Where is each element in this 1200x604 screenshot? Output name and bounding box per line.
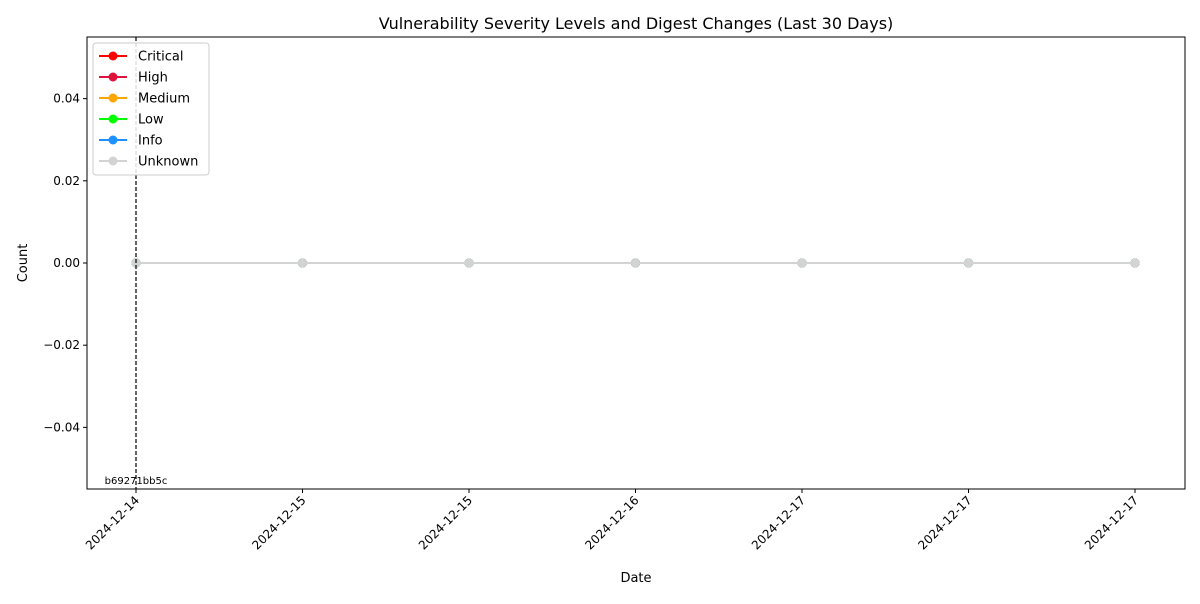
plot-area: b69271bb5c	[105, 37, 1140, 489]
data-point-unknown-3	[631, 258, 640, 268]
legend-label-high: High	[138, 71, 168, 86]
legend-label-medium: Medium	[138, 92, 190, 107]
y-tick-label-1: −0.02	[43, 338, 80, 352]
digest-change-label-0: b69271bb5c	[105, 476, 168, 487]
y-tick-label-0: −0.04	[43, 420, 80, 434]
legend-marker-critical	[108, 51, 118, 61]
x-tick-label-1: 2024-12-15	[249, 493, 308, 552]
x-tick-label-6: 2024-12-17	[1082, 493, 1141, 552]
x-axis-label: Date	[620, 571, 651, 586]
data-point-unknown-1	[298, 258, 307, 268]
x-tick-label-0: 2024-12-14	[83, 493, 142, 552]
legend-marker-unknown	[108, 156, 118, 166]
legend-label-unknown: Unknown	[138, 155, 198, 170]
y-axis: −0.04 −0.02 0.00 0.02 0.04	[43, 92, 87, 434]
y-axis-label: Count	[16, 244, 31, 283]
legend: Critical High Medium Low Info Unknown	[92, 42, 210, 176]
x-tick-label-5: 2024-12-17	[915, 493, 974, 552]
y-tick-label-2: 0.00	[53, 256, 80, 270]
data-point-unknown-4	[797, 258, 807, 268]
legend-marker-info	[108, 135, 118, 145]
legend-marker-high	[108, 72, 118, 82]
data-point-unknown-5	[964, 258, 973, 268]
legend-marker-medium	[108, 93, 118, 103]
y-tick-label-4: 0.04	[53, 92, 80, 106]
x-axis: 2024-12-14 2024-12-15 2024-12-15 2024-12-16…	[83, 489, 1141, 552]
legend-marker-low	[108, 114, 118, 124]
legend-label-low: Low	[138, 113, 164, 128]
legend-label-critical: Critical	[138, 50, 183, 65]
chart-title: Vulnerability Severity Levels and Digest…	[379, 14, 894, 33]
data-point-unknown-2	[464, 258, 474, 268]
x-tick-label-3: 2024-12-16	[582, 493, 641, 552]
legend-label-info: Info	[138, 134, 163, 149]
x-tick-label-4: 2024-12-17	[749, 493, 808, 552]
y-tick-label-3: 0.02	[53, 174, 80, 188]
data-point-unknown-6	[1130, 258, 1140, 268]
x-tick-label-2: 2024-12-15	[416, 493, 475, 552]
